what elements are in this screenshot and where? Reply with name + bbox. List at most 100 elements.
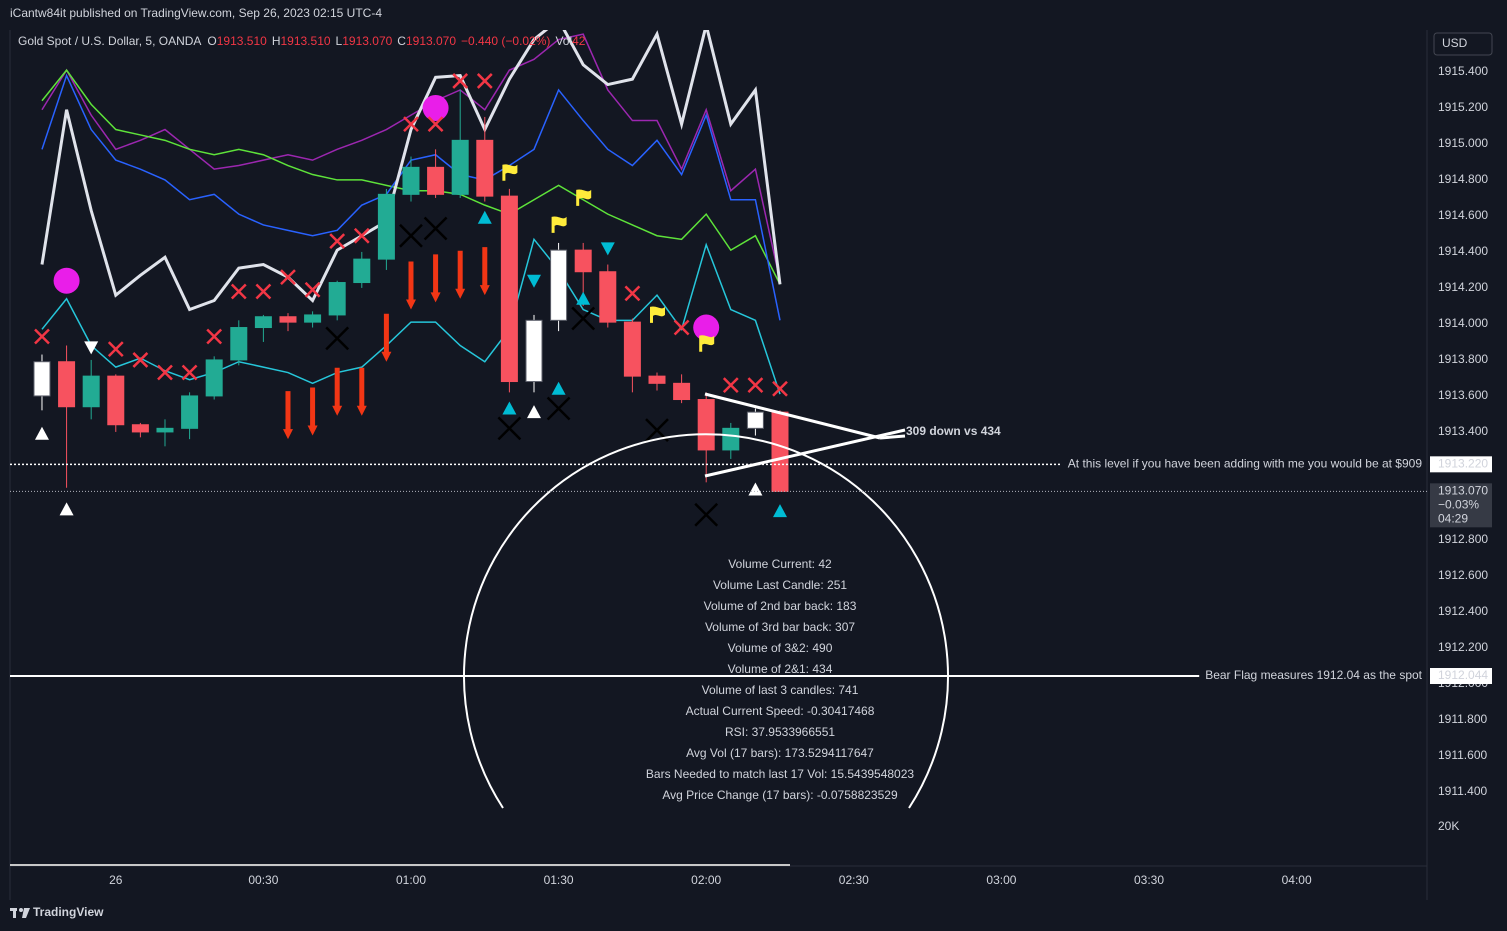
signal-cross [34, 328, 50, 345]
candle-body [623, 321, 641, 377]
circle-drawing [463, 433, 949, 809]
y-tick-label: 1912.400 [1438, 604, 1488, 618]
symbol-legend: Gold Spot / U.S. Dollar, 5, OANDA O1913.5… [18, 34, 586, 48]
y-tick-label: 1911.600 [1438, 748, 1487, 762]
vol-key: Vol [555, 34, 572, 48]
signal-flag [551, 216, 567, 233]
candle-body [205, 359, 223, 397]
signal-cross [255, 283, 272, 300]
signal-arrow [430, 254, 441, 303]
change: −0.440 (−0.02%) [461, 34, 550, 48]
signal-cross [132, 352, 149, 368]
signal-arrow [479, 247, 490, 296]
signal-triangle-up [34, 426, 49, 440]
candle-body [230, 327, 248, 361]
indicator-line [40, 30, 782, 312]
y-tick-label: 1915.000 [1438, 136, 1488, 150]
signal-cross [452, 73, 469, 89]
signal-cross [427, 116, 444, 133]
wedge-tip [879, 434, 906, 440]
signal-cross [181, 364, 198, 381]
signal-triangle-down [526, 274, 541, 288]
x-tick-label: 03:00 [986, 873, 1016, 887]
signal-cross [157, 364, 173, 381]
candle-body [33, 361, 51, 397]
x-tick-label: 26 [109, 873, 123, 887]
candle-body [697, 399, 715, 451]
ohlc-key: L [336, 34, 343, 48]
signal-cross [230, 283, 247, 300]
info-line: Avg Price Change (17 bars): -0.075882352… [662, 788, 898, 802]
y-tick-label: 1912.200 [1438, 640, 1488, 654]
signal-arrow [381, 313, 392, 362]
x-tick-label: 01:00 [396, 873, 426, 887]
y-tick-label: 1911.400 [1438, 784, 1487, 798]
level-note: Bear Flag measures 1912.04 as the spot [1205, 668, 1422, 682]
signal-triangle-up [502, 401, 517, 415]
vol-value: 42 [572, 34, 586, 48]
y-tick-label: 1911.800 [1438, 712, 1487, 726]
currency: USD [1442, 36, 1468, 50]
candle-body [476, 139, 494, 197]
signal-cross [280, 269, 296, 286]
candle-body [771, 411, 789, 492]
drawings [463, 392, 949, 809]
signal-flag [649, 306, 665, 323]
candle-body [377, 193, 395, 260]
signal-cross [673, 319, 690, 336]
wedge-upper [704, 392, 881, 440]
signal-arrow [282, 391, 293, 440]
candle-body [574, 249, 592, 273]
last-price-label: 1913.070 [1438, 484, 1488, 498]
labels: iCantw84it published on TradingView.com,… [10, 6, 1493, 919]
candle-body [353, 258, 371, 284]
candle-body [525, 319, 543, 383]
wedge-lower [704, 428, 906, 478]
signal-triangle-up [59, 502, 74, 516]
y-tick-label: 1914.200 [1438, 280, 1488, 294]
y-tick-label: 1912.600 [1438, 568, 1488, 582]
signal-flag [699, 335, 715, 352]
level-note: At this level if you have been adding wi… [1068, 457, 1423, 471]
level-label-box [1430, 456, 1492, 473]
ohlc-key: O [207, 34, 216, 48]
signal-cross [624, 285, 641, 302]
ohlc-value: 1913.070 [342, 34, 392, 48]
y-tick-label: 1914.400 [1438, 244, 1488, 258]
candle-body [279, 316, 297, 323]
signal-cross [399, 223, 423, 248]
publisher: iCantw84it published on TradingView.com,… [10, 6, 382, 20]
info-line: Volume Current: 42 [728, 557, 832, 571]
y-tick-label: 1913.800 [1438, 352, 1488, 366]
info-line: Bars Needed to match last 17 Vol: 15.543… [646, 767, 915, 781]
plot [33, 30, 789, 527]
candle-body [427, 166, 445, 195]
candle-body [746, 411, 764, 429]
x-tick-label: 03:30 [1134, 873, 1164, 887]
signal-cross [747, 377, 764, 394]
candle-body [648, 375, 666, 384]
candle-body [82, 375, 100, 408]
candle-body [599, 271, 617, 323]
signal-cross [325, 326, 350, 351]
y-tick-label: 1914.000 [1438, 316, 1488, 330]
tradingview-logo [10, 908, 30, 918]
signal-cross [476, 73, 493, 89]
signal-triangle-down [600, 242, 615, 256]
candle-body [550, 249, 568, 321]
candle-body [107, 375, 125, 426]
y-tick-label: 1914.800 [1438, 172, 1488, 186]
signal-circle [53, 267, 80, 294]
signal-cross [694, 502, 719, 527]
candle-body [451, 139, 469, 195]
x-tick-label: 02:30 [839, 873, 869, 887]
x-tick-label: 04:00 [1282, 873, 1312, 887]
signal-arrow [307, 387, 318, 436]
signal-arrow [455, 250, 466, 299]
signal-cross [107, 341, 124, 358]
signal-cross [571, 306, 596, 331]
candle-body [156, 427, 174, 433]
candle-body [402, 166, 420, 195]
indicator-line [41, 237, 781, 395]
